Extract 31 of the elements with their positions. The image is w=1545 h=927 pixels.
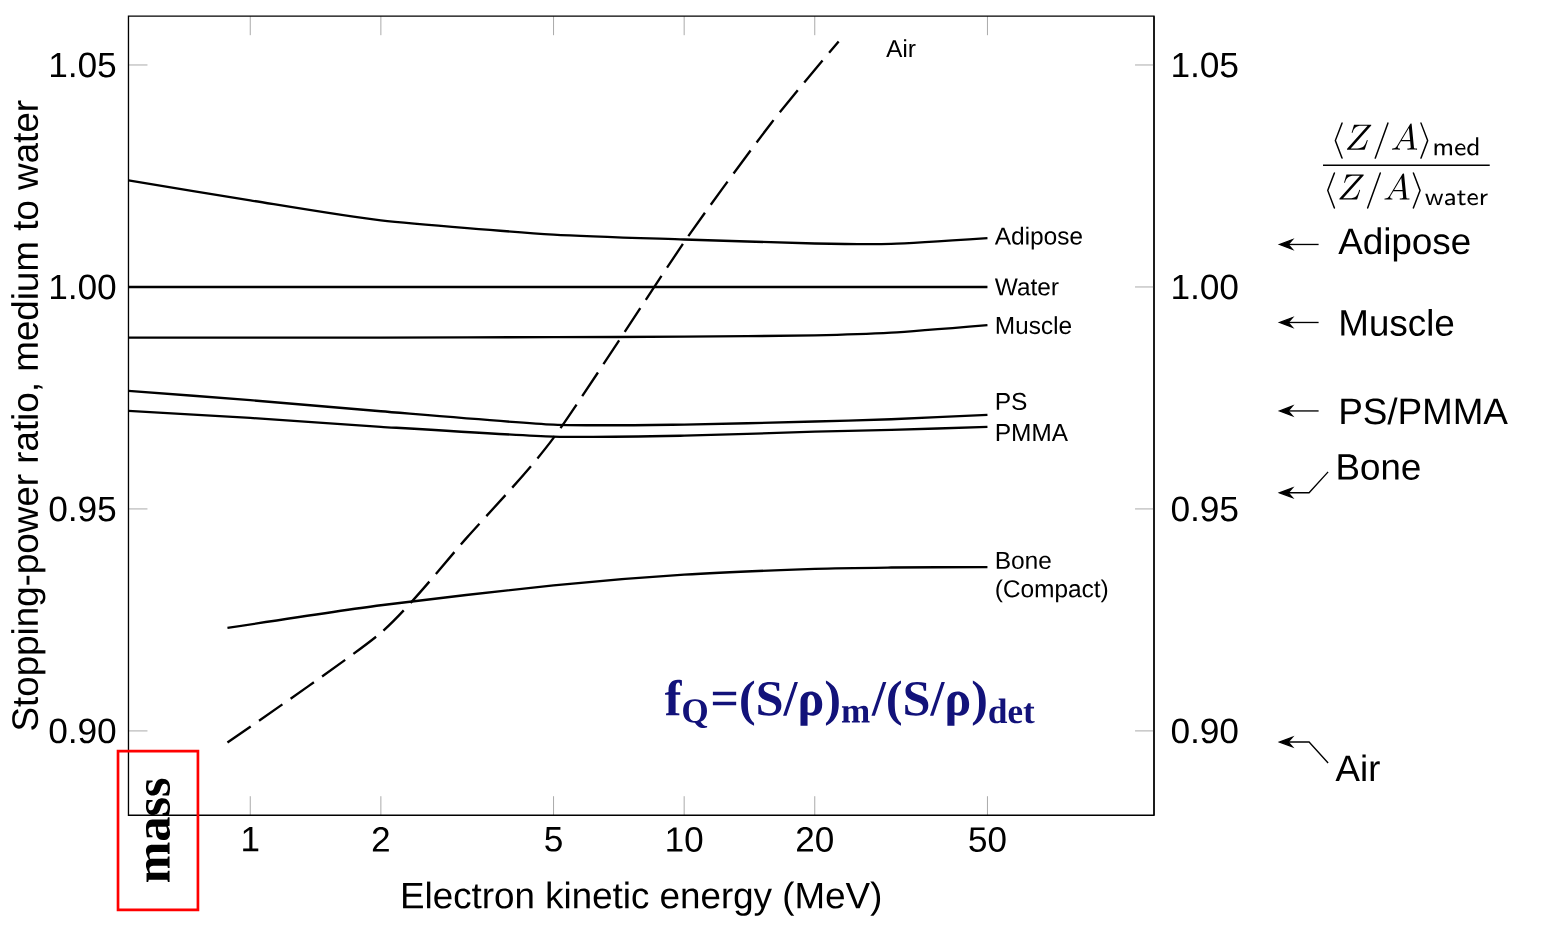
y2-tick-label: 0.90	[1171, 718, 1238, 744]
x-tick-label: 2	[372, 827, 389, 852]
y-tick-label: 1.05	[51, 52, 116, 78]
x-tick-label: 50	[969, 827, 1006, 852]
x-tick-label: 20	[797, 827, 833, 852]
y-tick-label: 0.90	[49, 718, 116, 744]
annotation: f$_{Q}$=(S/ρ)$_{m}$/(S/ρ)$_{det}$	[665, 679, 1035, 729]
series-label: PMMA	[996, 424, 1068, 441]
series-label: Bone (Compact)	[996, 552, 1108, 603]
series-label: Water	[994, 278, 1059, 296]
x-tick-label: 10	[667, 827, 703, 852]
y2-tick-label: 1.05	[1173, 52, 1238, 78]
annotation: mass	[145, 778, 171, 883]
text: PS/PMMA	[1341, 397, 1508, 425]
text: Adipose	[1338, 227, 1470, 262]
y-tick-label: 0.95	[49, 496, 116, 522]
series-label: Adipose	[994, 226, 1082, 250]
y2-axis-title: $\dfrac{\langle Z/A\rangle_{\mathsf{med}}}{\langle Z/A\rangle_{\mathsf{water}}}$	[1323, 122, 1490, 209]
x-tick-label: 1	[243, 827, 259, 852]
series-label: Air	[886, 39, 916, 57]
x-tick-label: 5	[545, 827, 562, 852]
series-label: PS	[996, 392, 1027, 411]
y-axis-title: Stopping-power ratio, medium to water	[11, 100, 46, 730]
y2-tick-label: 1.00	[1173, 274, 1238, 300]
y-tick-label: 1.00	[51, 274, 116, 300]
series-label: Muscle	[996, 316, 1072, 335]
x-axis-title: Electron kinetic energy (MeV)	[403, 881, 881, 916]
y2-tick-label: 0.95	[1171, 496, 1238, 522]
text: Muscle	[1341, 308, 1454, 336]
text: Air	[1335, 754, 1380, 782]
text: Bone	[1338, 454, 1420, 480]
